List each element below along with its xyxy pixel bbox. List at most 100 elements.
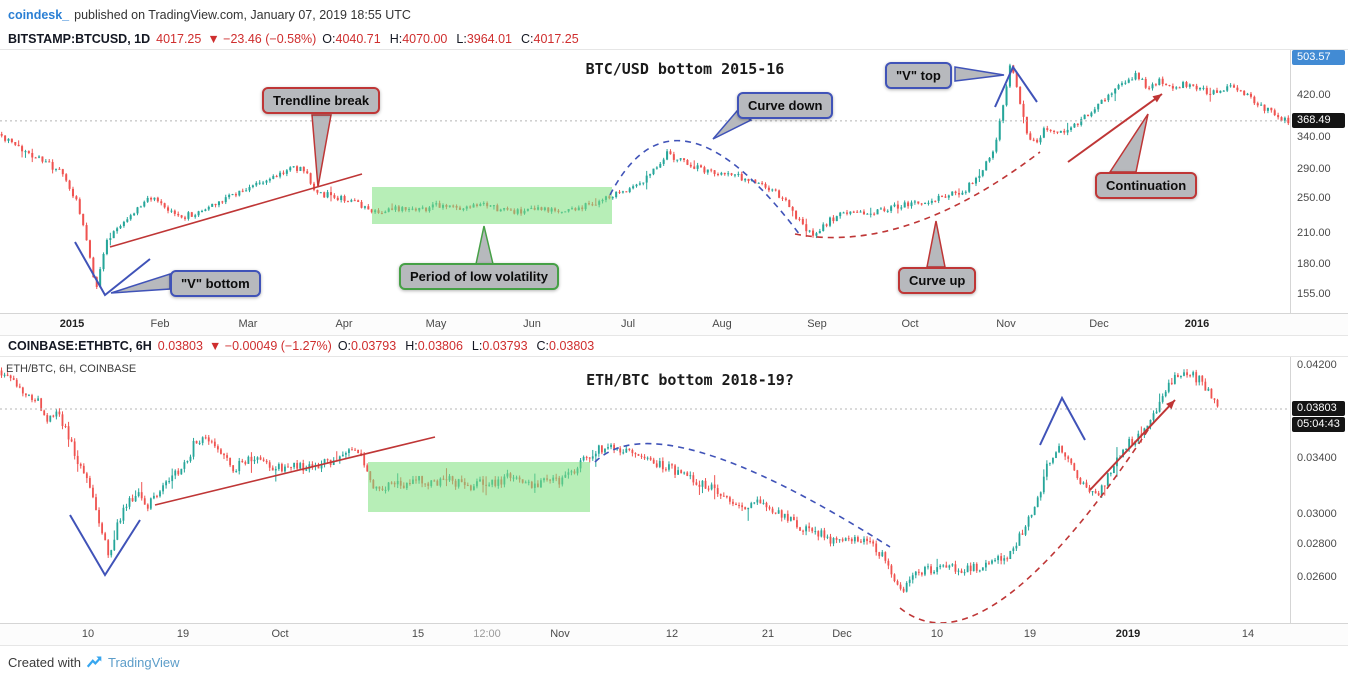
ohlc-label: C: (536, 339, 550, 353)
created-with-text: Created with (8, 655, 81, 670)
author-link[interactable]: coindesk_ (8, 8, 70, 22)
time-label: Nov (996, 318, 1016, 330)
ohlc-label: H: (389, 32, 403, 46)
curve-drawing (794, 151, 1041, 239)
time-label: May (425, 318, 447, 330)
annotation-v-bottom: "V" bottom (170, 270, 261, 297)
arrow-head (1152, 94, 1162, 103)
time-label: 2019 (1115, 628, 1141, 640)
trend-line (154, 436, 436, 506)
time-label: Feb (150, 318, 170, 330)
arrow-line (1089, 399, 1176, 491)
ohlc-value: 0.03803 (549, 339, 595, 353)
published-text: published on TradingView.com, January 07… (74, 8, 411, 22)
eth-ohlc-values: O:0.03793 H:0.03806 L:0.03793 C:0.03803 (338, 339, 594, 353)
btc-symbol-header: BITSTAMP:BTCUSD, 1D 4017.25 ▼ −23.46 (−0… (0, 28, 1348, 50)
tradingview-link[interactable]: TradingView (107, 655, 180, 670)
curve-drawing (594, 442, 891, 548)
eth-price-axis[interactable]: 0.04200 0.03400 0.03000 0.02800 0.02600 0.038… (1290, 357, 1348, 623)
btc-last-price: 4017.25 (156, 32, 202, 46)
price-tick-label: 0.03000 (1297, 507, 1337, 520)
eth-price-change: ▼ −0.00049 (−1.27%) (208, 339, 332, 353)
annotation-v-top: "V" top (885, 62, 952, 89)
price-badge: 503.57 (1292, 50, 1345, 66)
ohlc-value: 0.03806 (417, 339, 463, 353)
time-label: Oct (271, 628, 289, 640)
price-tick-label: 250.00 (1297, 192, 1331, 205)
ohlc-label: L: (456, 32, 467, 46)
arrow-head (1166, 400, 1175, 410)
callout-pointer (1108, 113, 1149, 173)
tradingview-logo-icon (86, 654, 103, 671)
price-tick-label: 0.02600 (1297, 570, 1337, 583)
callout-pointer (954, 66, 1005, 82)
btc-plot[interactable] (0, 50, 1290, 313)
v-mark (1039, 395, 1086, 446)
attribution-bar: coindesk_ published on TradingView.com, … (0, 0, 1348, 28)
time-label: Aug (712, 318, 732, 330)
ohlc-value: 4070.00 (402, 32, 448, 46)
annotation-trendline-break: Trendline break (262, 87, 381, 114)
btc-symbol-name: BITSTAMP:BTCUSD, 1D (8, 32, 151, 46)
ohlc-value: 0.03793 (351, 339, 397, 353)
trend-line (109, 173, 363, 248)
btc-price-axis[interactable]: 420.00 340.00 290.00 250.00 210.00 180.00 155.… (1290, 50, 1348, 313)
eth-symbol-header: COINBASE:ETHBTC, 6H 0.03803 ▼ −0.00049 (… (0, 335, 1348, 357)
annotation-curve-down: Curve down (737, 92, 834, 119)
price-tick-label: 0.04200 (1297, 359, 1337, 372)
ohlc-value: 4040.71 (335, 32, 381, 46)
v-mark (69, 514, 141, 577)
price-tick-label: 0.03400 (1297, 452, 1337, 465)
eth-plot[interactable] (0, 357, 1290, 624)
time-label: Jul (620, 318, 636, 330)
eth-symbol-name: COINBASE:ETHBTC, 6H (8, 339, 152, 353)
ohlc-label: O: (322, 32, 336, 46)
ohlc-label: L: (471, 339, 483, 353)
ohlc-value: 0.03793 (482, 339, 528, 353)
eth-chart-area[interactable]: 0.04200 0.03400 0.03000 0.02800 0.02600 0.038… (0, 356, 1348, 646)
time-label: Nov (550, 628, 570, 640)
price-tick-label: 0.02800 (1297, 537, 1337, 550)
time-label: 2016 (1184, 318, 1210, 330)
price-tick-label: 210.00 (1297, 227, 1331, 240)
arrow-line (1067, 93, 1163, 163)
eth-chart-title: ETH/BTC bottom 2018-19? (586, 371, 794, 389)
btc-chart-area[interactable]: 420.00 340.00 290.00 250.00 210.00 180.00 155.… (0, 49, 1348, 336)
curve-drawing (899, 426, 1151, 624)
v-mark (994, 64, 1038, 108)
eth-chart-canvas (0, 367, 1290, 624)
time-label: 19 (1023, 628, 1037, 640)
annotation-period-of-low-volatility: Period of low volatility (399, 263, 559, 290)
btc-price-change: ▼ −23.46 (−0.58%) (207, 32, 317, 46)
btc-chart-title: BTC/USD bottom 2015-16 (585, 60, 785, 78)
v-mark (74, 241, 151, 297)
time-label: Apr (335, 318, 353, 330)
btc-time-axis[interactable]: 2015 Feb Mar Apr May Jun Jul Aug Sep Oct Nov Dec 201… (0, 313, 1348, 335)
price-tick-label: 290.00 (1297, 162, 1331, 175)
low-volatility-zone (372, 187, 612, 224)
btc-ohlc-values: O:4040.71 H:4070.00 L:3964.01 C:4017.25 (322, 32, 578, 46)
time-label: 10 (930, 628, 944, 640)
annotation-continuation: Continuation (1095, 172, 1198, 199)
time-label: Dec (1089, 318, 1109, 330)
ohlc-value: 3964.01 (466, 32, 512, 46)
callout-pointer (311, 114, 332, 188)
ohlc-label: H: (405, 339, 418, 353)
time-label: 12:00 (473, 628, 501, 640)
eth-time-axis[interactable]: 10 19 Oct 15 12:00 Nov 12 21 Dec 10 19 2019 14 (0, 623, 1348, 645)
ohlc-label: O: (337, 339, 352, 353)
eth-chart-legend: ETH/BTC, 6H, COINBASE (6, 363, 137, 375)
price-tick-label: 340.00 (1297, 130, 1331, 143)
time-label: 15 (411, 628, 425, 640)
btc-chart-canvas (0, 63, 1290, 297)
time-label: 14 (1241, 628, 1255, 640)
time-label: Jun (523, 318, 541, 330)
eth-last-price: 0.03803 (157, 339, 203, 353)
time-label: Oct (901, 318, 919, 330)
callout-pointer (475, 225, 494, 265)
price-tick-label: 420.00 (1297, 88, 1331, 101)
candlestick-series (0, 367, 1219, 593)
candle-countdown-badge: 05:04:43 (1292, 417, 1345, 433)
time-label: 19 (176, 628, 190, 640)
